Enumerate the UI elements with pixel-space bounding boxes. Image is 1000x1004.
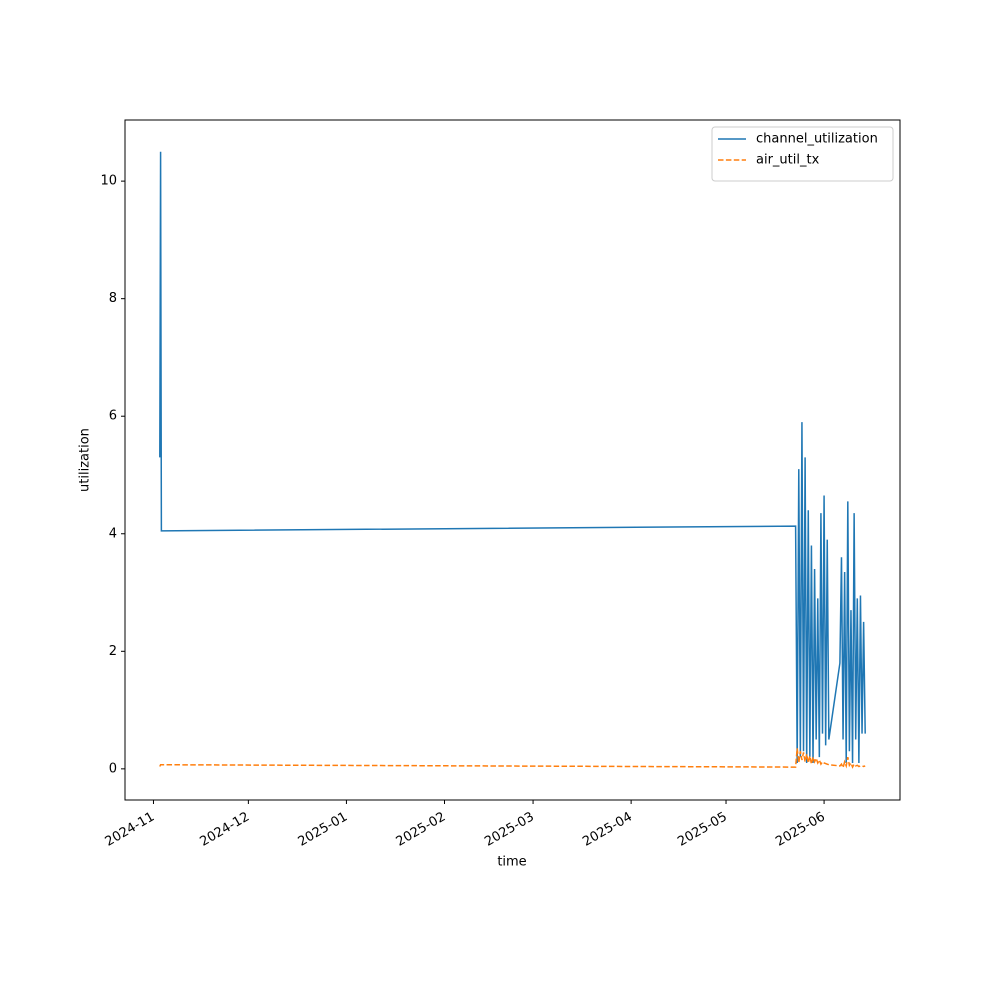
y-tick-label: 10 — [100, 174, 117, 189]
y-tick-label: 2 — [109, 644, 117, 659]
y-tick-label: 6 — [109, 409, 117, 424]
series-line — [159, 748, 866, 770]
x-axis-label: time — [497, 855, 526, 870]
y-tick-label: 4 — [109, 526, 117, 541]
legend-box — [711, 126, 894, 182]
y-tick-label: 0 — [109, 761, 117, 776]
legend-label: channel_utilization — [756, 132, 878, 147]
plot-frame — [124, 119, 901, 801]
series-line — [159, 151, 866, 763]
y-axis-label: utilization — [78, 428, 93, 492]
legend-label: air_util_tx — [756, 153, 820, 168]
y-tick-label: 8 — [109, 291, 117, 306]
